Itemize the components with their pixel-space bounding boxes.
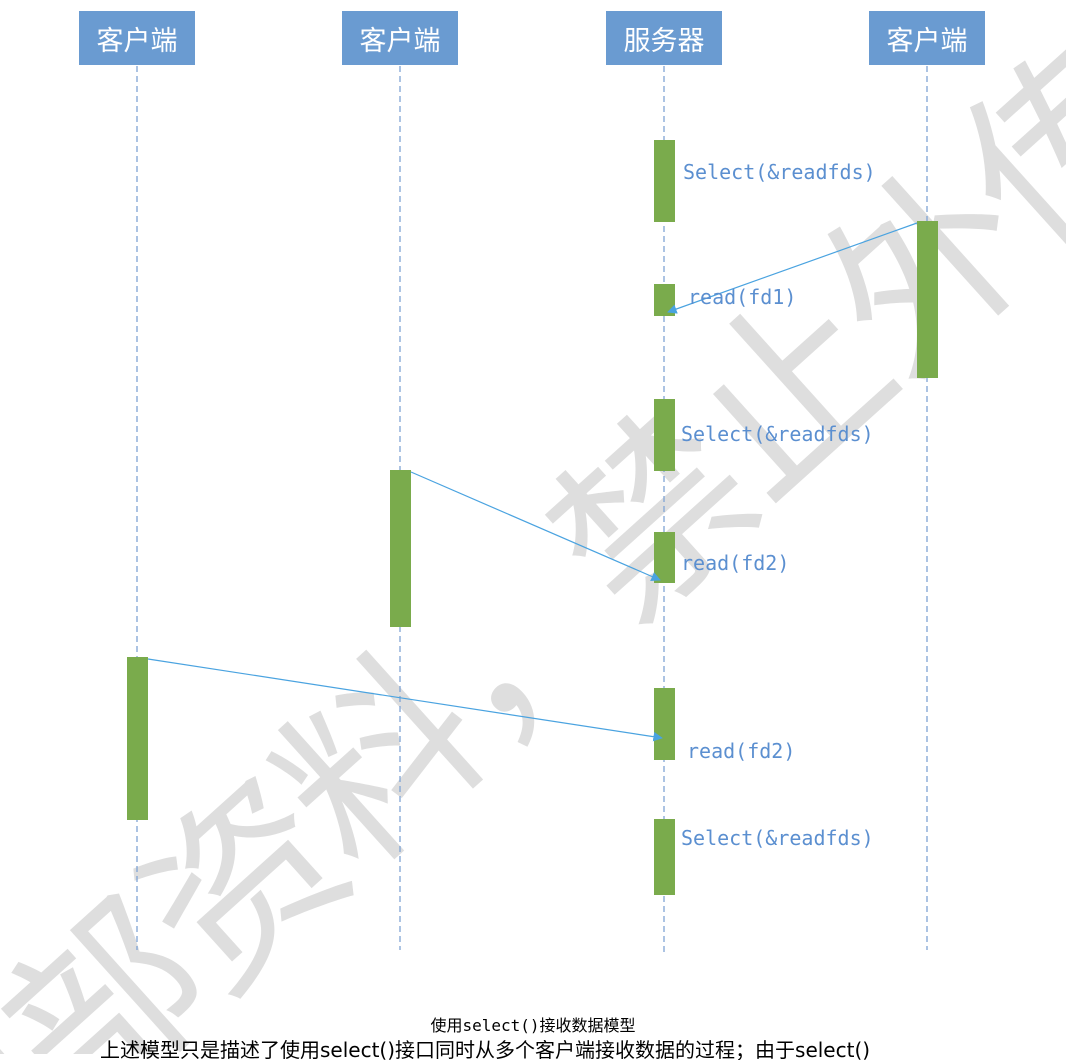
- activation-client1: [127, 657, 148, 820]
- participant-client1-header: 客户端: [79, 11, 195, 65]
- activation-server-3: [654, 399, 675, 471]
- participant-client2-header: 客户端: [342, 11, 458, 65]
- participant-server-header: 服务器: [606, 11, 722, 65]
- activation-server-5: [654, 688, 675, 760]
- arrow-client3-to-server: [667, 222, 918, 314]
- activation-client3: [917, 221, 938, 378]
- body-text: 上述模型只是描述了使用select()接口同时从多个客户端接收数据的过程；由于s…: [100, 1040, 871, 1060]
- message-label-read-fd1: read(fd1): [688, 285, 796, 309]
- activation-server-4: [654, 532, 675, 583]
- message-label-read-fd2-a: read(fd2): [681, 551, 789, 575]
- arrow-client1-to-server: [147, 658, 663, 742]
- activation-client2: [390, 470, 411, 627]
- message-label-select-3: Select(&readfds): [681, 826, 874, 850]
- activation-server-6: [654, 819, 675, 895]
- participant-client1-label: 客户端: [96, 25, 178, 57]
- participant-client2-label: 客户端: [359, 25, 441, 57]
- participant-client3-header: 客户端: [869, 11, 985, 65]
- watermark-text: 内部资料，禁止外传: [0, 5, 1066, 1054]
- participant-server-label: 服务器: [623, 25, 705, 57]
- watermark: 内部资料，禁止外传: [0, 5, 1066, 1054]
- arrow-client2-to-server: [410, 471, 661, 581]
- activation-server-1: [654, 140, 675, 222]
- message-label-select-2: Select(&readfds): [681, 422, 874, 446]
- participant-client3-label: 客户端: [886, 25, 968, 57]
- figure-caption: 使用select()接收数据模型: [430, 1016, 636, 1035]
- message-label-select-1: Select(&readfds): [683, 160, 876, 184]
- message-label-read-fd2-b: read(fd2): [687, 739, 795, 763]
